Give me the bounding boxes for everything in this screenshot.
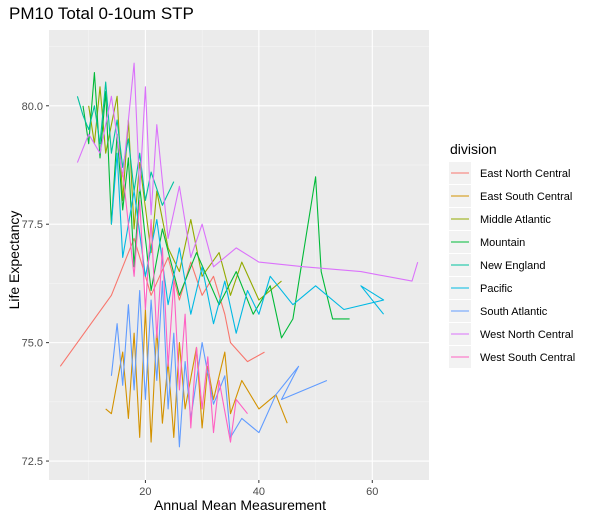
series-line-west-south-central	[122, 172, 248, 443]
x-axis-title: Annual Mean Measurement	[154, 497, 326, 513]
x-tick-label-0: 20	[139, 486, 151, 498]
legend-label: South Atlantic	[480, 306, 548, 318]
legend-label: East South Central	[480, 191, 572, 203]
series-layer	[59, 62, 419, 448]
y-axis-title: Life Expectancy	[6, 211, 22, 310]
legend-label: West South Central	[480, 352, 575, 364]
x-tick-label-2: 60	[366, 486, 378, 498]
legend-items: East North Central East South Central Midd…	[449, 162, 575, 368]
legend-item-mountain: Mountain	[449, 231, 525, 253]
legend-title: division	[450, 141, 497, 157]
x-tick-label-1: 40	[253, 486, 265, 498]
grid-major	[49, 30, 429, 480]
series-line-east-north-central	[59, 237, 265, 367]
legend-label: East North Central	[480, 168, 570, 180]
grid-minor	[49, 30, 429, 480]
legend-item-pacific: Pacific	[449, 277, 513, 299]
legend-item-west-north-central: West North Central	[449, 323, 573, 345]
legend: division East North Central East South Ce…	[449, 141, 575, 368]
y-tick-label-3: 80.0	[22, 101, 43, 113]
legend-label: West North Central	[480, 329, 573, 341]
series-line-new-england	[76, 81, 175, 206]
series-line-pacific	[110, 152, 385, 334]
legend-item-east-north-central: East North Central	[449, 162, 570, 184]
legend-label: Mountain	[480, 237, 525, 249]
legend-label: Pacific	[480, 283, 513, 295]
legend-label: Middle Atlantic	[480, 214, 551, 226]
legend-item-east-south-central: East South Central	[449, 185, 572, 207]
series-line-mountain	[82, 72, 350, 339]
y-tick-label-1: 75.0	[22, 338, 43, 350]
y-tick-label-0: 72.5	[22, 456, 43, 468]
y-axis: 72.5 75.0 77.5 80.0	[22, 101, 49, 468]
legend-item-west-south-central: West South Central	[449, 346, 575, 368]
series-line-west-north-central	[76, 62, 419, 282]
x-axis: 20 40 60	[139, 480, 378, 498]
legend-label: New England	[480, 260, 545, 272]
y-tick-label-2: 77.5	[22, 219, 43, 231]
legend-item-new-england: New England	[449, 254, 545, 276]
series-line-south-atlantic	[110, 280, 328, 448]
legend-item-south-atlantic: South Atlantic	[449, 300, 548, 322]
legend-item-middle-atlantic: Middle Atlantic	[449, 208, 551, 230]
chart-title: PM10 Total 0-10um STP	[9, 4, 194, 23]
